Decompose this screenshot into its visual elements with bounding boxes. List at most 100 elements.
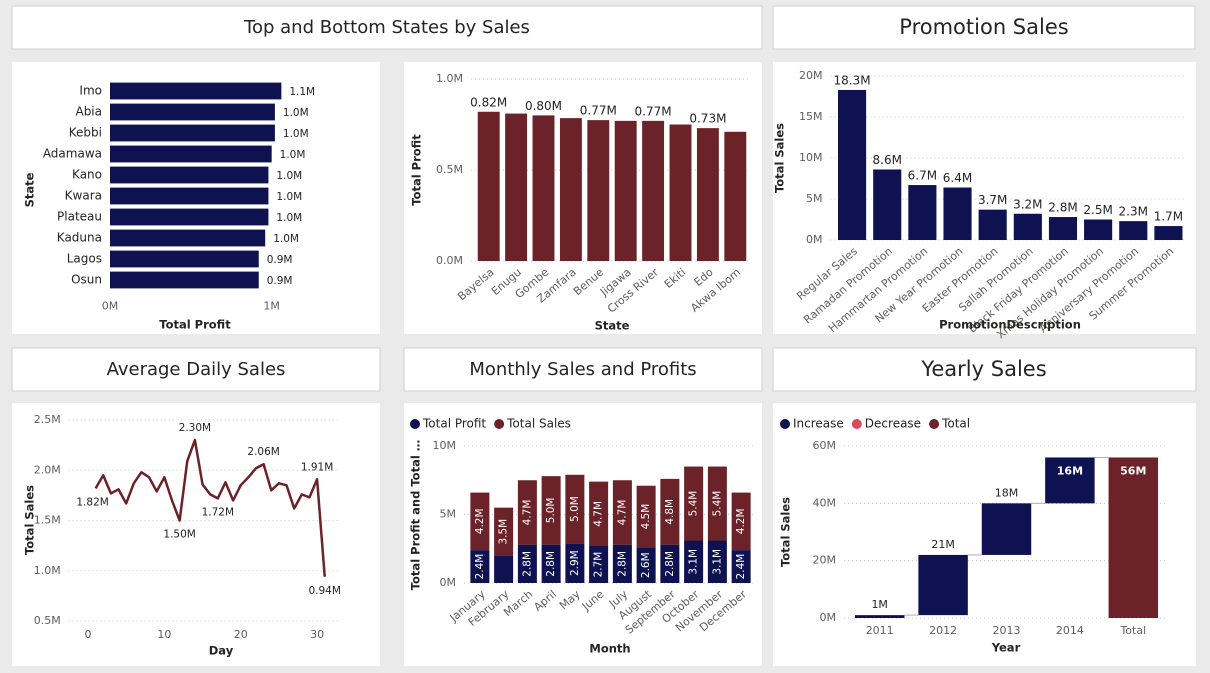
bar xyxy=(110,103,275,121)
bar-segment xyxy=(684,466,704,541)
x-tick-label: 0 xyxy=(84,628,91,641)
y-tick-label: Plateau xyxy=(57,210,102,224)
data-label: 1.72M xyxy=(202,506,234,518)
y-tick-label: 60M xyxy=(813,439,837,452)
data-label: 0.80M xyxy=(525,99,562,113)
legend-marker xyxy=(851,419,862,429)
bar xyxy=(110,166,269,184)
data-label: 2.6M xyxy=(640,552,652,578)
y-tick-label: 5M xyxy=(440,508,457,521)
y-tick-label: 1.0M xyxy=(436,72,463,85)
x-axis-title: Day xyxy=(209,644,234,658)
panel-title: Yearly Sales xyxy=(920,357,1046,381)
y-tick-label: 20M xyxy=(799,69,823,82)
data-label: 4.2M xyxy=(735,508,747,534)
data-label: 2.3M xyxy=(1119,205,1148,219)
x-tick-label: 1M xyxy=(263,300,280,313)
bar-segment xyxy=(470,492,490,551)
data-label: 1.7M xyxy=(1154,210,1183,224)
y-tick-label: Lagos xyxy=(67,252,102,266)
bar xyxy=(1048,217,1078,240)
y-tick-label: Osun xyxy=(71,273,102,287)
data-label: 2.8M xyxy=(1048,201,1077,215)
legend-label: Total Profit xyxy=(422,417,486,431)
bar-segment xyxy=(565,474,585,544)
x-axis-title: Year xyxy=(991,641,1021,655)
bar-segment xyxy=(612,480,632,545)
y-axis-title: Total Sales xyxy=(779,497,793,567)
data-label: 2.06M xyxy=(247,446,279,458)
data-label: 6.7M xyxy=(908,169,937,183)
bar xyxy=(110,250,259,268)
data-label: 5.0M xyxy=(545,498,557,524)
bar xyxy=(587,120,610,261)
y-tick-label: 1.5M xyxy=(34,514,61,527)
x-axis-title: State xyxy=(595,319,630,333)
data-label: 1.0M xyxy=(283,107,309,119)
data-label: 4.2M xyxy=(474,508,486,534)
y-tick-label: Kebbi xyxy=(69,126,102,140)
y-tick-label: Kwara xyxy=(65,189,102,203)
data-label: 56M xyxy=(1120,464,1146,477)
data-label: 0.77M xyxy=(580,104,617,118)
bar-segment xyxy=(636,485,656,548)
line xyxy=(94,438,326,577)
bar xyxy=(110,187,269,205)
data-label: 1.0M xyxy=(273,233,299,245)
bar xyxy=(559,118,582,261)
y-axis-title: Total Sales xyxy=(23,485,37,555)
waterfall-bar xyxy=(1108,457,1159,618)
x-axis-title: PromotionDescription xyxy=(939,318,1081,332)
bar-segment xyxy=(636,547,656,583)
data-label: 2.8M xyxy=(521,551,533,577)
data-label: 0.9M xyxy=(267,254,293,266)
bar xyxy=(978,209,1007,240)
bar-segment xyxy=(731,492,751,551)
data-label: 3.2M xyxy=(1013,197,1042,211)
y-axis-title: Total Profit and Total … xyxy=(409,440,423,591)
legend-label: Total Sales xyxy=(506,417,571,431)
bar-segment xyxy=(660,478,680,545)
title-box xyxy=(772,347,1197,392)
bar xyxy=(110,145,272,163)
bar xyxy=(614,120,637,261)
data-label: 1.0M xyxy=(276,191,302,203)
legend-label: Decrease xyxy=(865,417,921,431)
data-label: 4.7M xyxy=(521,500,533,526)
panel-title: Monthly Sales and Profits xyxy=(469,359,696,380)
bar xyxy=(505,113,528,261)
bar-segment xyxy=(470,550,490,583)
data-label: 18M xyxy=(995,486,1019,499)
bar xyxy=(724,131,747,261)
bar-segment xyxy=(541,544,561,583)
data-label: 0.82M xyxy=(470,95,507,109)
bar-segment xyxy=(494,555,514,583)
data-label: 1.0M xyxy=(276,170,302,182)
bar xyxy=(1154,226,1183,240)
y-tick-label: 0M xyxy=(820,611,837,624)
y-tick-label: 5M xyxy=(806,192,823,205)
data-label: 2.4M xyxy=(735,554,747,580)
waterfall-bar xyxy=(981,503,1032,555)
data-label: 1.0M xyxy=(280,149,306,161)
y-tick-label: 1.0M xyxy=(34,564,61,577)
y-tick-label: Kano xyxy=(72,168,102,182)
panel-title: Top and Bottom States by Sales xyxy=(243,17,530,38)
y-tick-label: Kaduna xyxy=(57,231,102,245)
legend-marker xyxy=(929,419,940,429)
bar-segment xyxy=(565,543,585,583)
bar-segment xyxy=(517,544,537,583)
data-label: 2.5M xyxy=(1083,203,1112,217)
waterfall-bar xyxy=(918,554,968,616)
bar-segment xyxy=(494,507,514,556)
data-label: 5.4M xyxy=(688,491,700,517)
data-label: 1.0M xyxy=(276,212,302,224)
y-axis-title: Total Sales xyxy=(773,123,787,193)
bar xyxy=(1119,221,1148,240)
data-label: 0.9M xyxy=(267,275,293,287)
x-tick-label: 10 xyxy=(157,628,171,641)
data-label: 2.30M xyxy=(179,422,211,434)
data-label: 1M xyxy=(871,598,888,611)
x-axis-title: Total Profit xyxy=(159,318,231,332)
bar xyxy=(696,128,719,261)
